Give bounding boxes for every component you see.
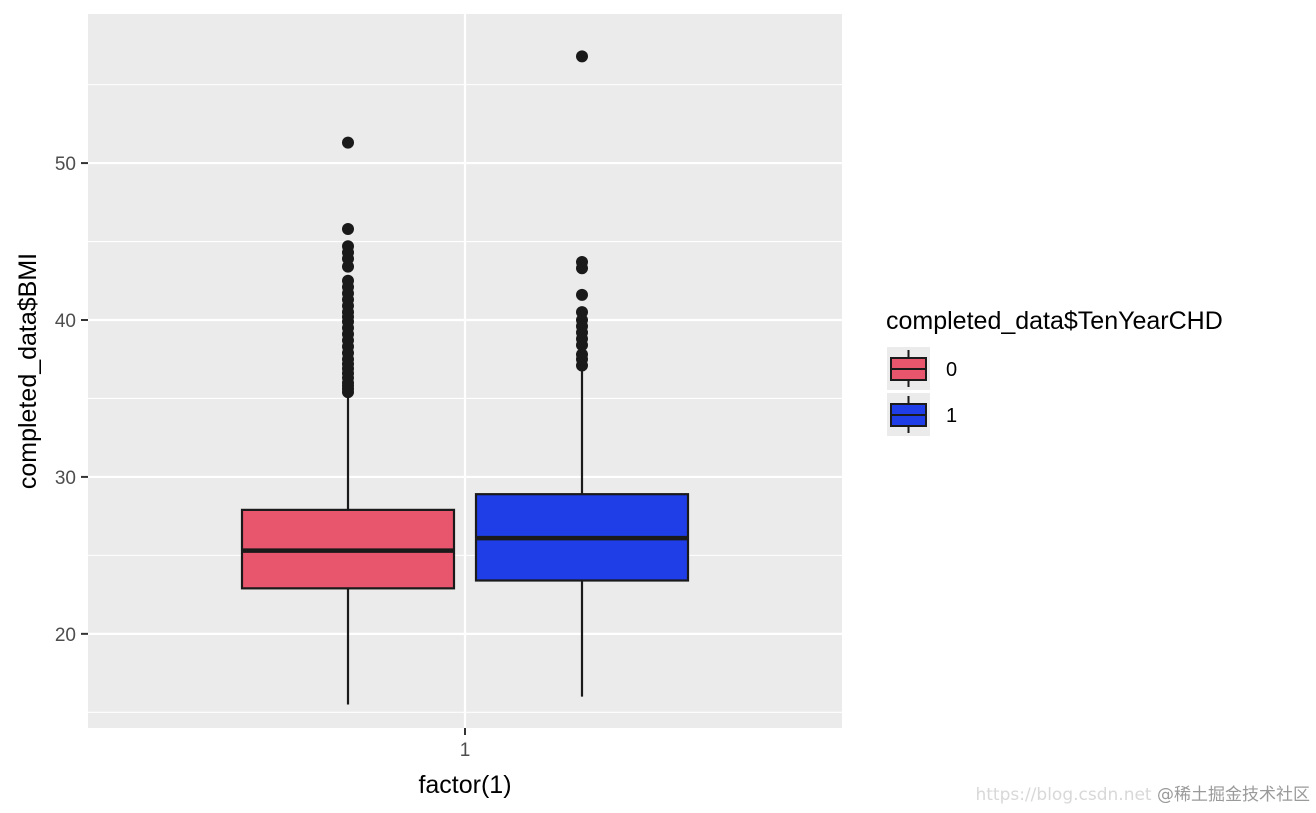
watermark: https://blog.csdn.net @稀土掘金技术社区 bbox=[975, 780, 1310, 805]
y-axis-ticks: 20 30 40 50 bbox=[55, 154, 88, 646]
outlier-point bbox=[576, 288, 588, 301]
legend-key-1: 1 bbox=[887, 393, 957, 436]
legend-label: 1 bbox=[946, 405, 957, 427]
x-axis-ticks: 1 bbox=[460, 728, 471, 761]
box-series-0 bbox=[240, 136, 456, 705]
outlier-point bbox=[342, 274, 354, 287]
y-axis-title: completed_data$BMI bbox=[14, 253, 42, 489]
x-axis-title: factor(1) bbox=[418, 771, 511, 799]
x-tick-label: 1 bbox=[460, 740, 471, 761]
watermark-url: https://blog.csdn.net bbox=[975, 785, 1152, 805]
legend-label: 0 bbox=[946, 359, 957, 381]
major-gridlines bbox=[88, 14, 842, 728]
outlier-point bbox=[342, 222, 354, 235]
y-tick-label: 20 bbox=[55, 625, 76, 646]
box-series-1 bbox=[474, 50, 690, 697]
outlier-point bbox=[342, 136, 354, 149]
y-tick-label: 30 bbox=[55, 468, 76, 489]
y-tick-label: 50 bbox=[55, 154, 76, 175]
outlier-point bbox=[576, 255, 588, 268]
outlier-point bbox=[342, 240, 354, 253]
legend-title: completed_data$TenYearCHD bbox=[886, 307, 1223, 335]
watermark-text: @稀土掘金技术社区 bbox=[1157, 785, 1310, 805]
legend-key-0: 0 bbox=[887, 347, 957, 390]
box-series bbox=[240, 50, 690, 705]
y-tick-label: 40 bbox=[55, 311, 76, 332]
legend: completed_data$TenYearCHD 0 1 bbox=[886, 307, 1223, 436]
outlier-point bbox=[576, 306, 588, 319]
outlier-point bbox=[576, 348, 588, 361]
outlier-point bbox=[576, 50, 588, 63]
